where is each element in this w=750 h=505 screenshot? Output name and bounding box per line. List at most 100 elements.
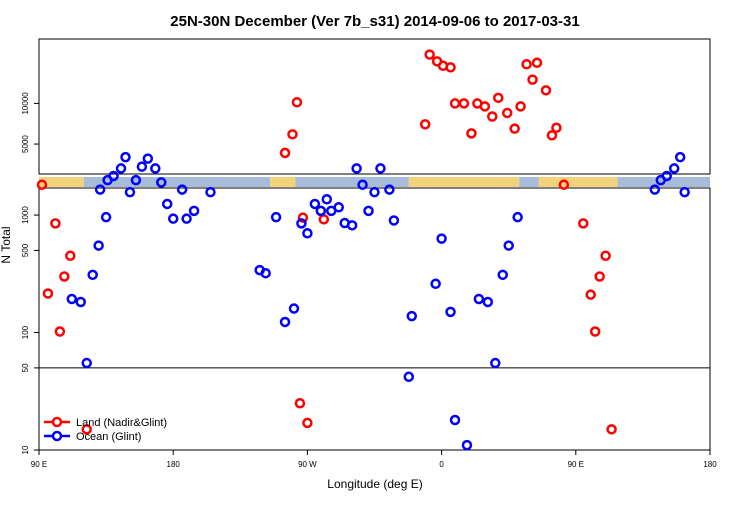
y-tick-label: 100 bbox=[21, 325, 30, 339]
ocean-point bbox=[288, 303, 300, 314]
legend: Land (Nadir&Glint) Ocean (Glint) bbox=[44, 416, 167, 443]
land-point bbox=[445, 62, 456, 73]
ocean-point bbox=[315, 205, 327, 217]
chart-title: 25N-30N December (Ver 7b_s31) 2014-09-06… bbox=[170, 13, 579, 30]
y-tick-label: 1000 bbox=[21, 206, 30, 224]
ocean-point bbox=[430, 278, 441, 290]
ocean-point bbox=[369, 186, 380, 198]
ocean-point bbox=[436, 233, 447, 244]
ocean-point bbox=[93, 240, 104, 251]
land-point bbox=[449, 98, 461, 109]
land-point bbox=[318, 214, 330, 225]
land-point bbox=[42, 288, 54, 299]
land-point bbox=[540, 85, 552, 96]
ocean-point bbox=[357, 179, 368, 190]
ocean-point bbox=[260, 267, 271, 279]
ocean-point bbox=[482, 296, 494, 308]
x-tick-label: 180 bbox=[703, 460, 717, 469]
ocean-point bbox=[346, 220, 358, 231]
ocean-point bbox=[136, 161, 148, 172]
legend-land-marker bbox=[51, 416, 63, 428]
ocean-point bbox=[490, 357, 501, 369]
ocean-point bbox=[406, 310, 418, 322]
land-point bbox=[424, 49, 435, 60]
ocean-point bbox=[679, 186, 690, 198]
land-point bbox=[578, 218, 589, 229]
ocean-point bbox=[333, 202, 344, 213]
land-point bbox=[527, 74, 538, 85]
ocean-point bbox=[150, 163, 161, 174]
ocean-point bbox=[445, 306, 456, 318]
ocean-point bbox=[115, 163, 127, 174]
x-tick-label: 90 E bbox=[31, 460, 47, 469]
x-axis: 90 E 180 90 W 0 90 E 180 bbox=[31, 450, 717, 469]
land-point bbox=[297, 212, 309, 223]
land-point bbox=[287, 129, 298, 140]
ocean-point bbox=[674, 151, 686, 163]
land-point bbox=[466, 128, 477, 139]
ocean-point bbox=[205, 186, 216, 198]
ocean-point bbox=[296, 218, 307, 229]
ocean-point bbox=[503, 240, 514, 251]
legend-item-land: Land (Nadir&Glint) bbox=[44, 416, 167, 429]
land-point bbox=[531, 57, 543, 69]
x-tick-label: 90 W bbox=[298, 460, 317, 469]
land-point bbox=[294, 398, 306, 409]
ocean-point bbox=[124, 186, 136, 198]
ocean-point bbox=[388, 215, 400, 226]
y-axis-label: N Total bbox=[0, 226, 13, 263]
ocean-point bbox=[668, 163, 680, 174]
land-point bbox=[509, 123, 520, 134]
ocean-point bbox=[120, 151, 131, 163]
ocean-point bbox=[181, 213, 192, 224]
ocean-point bbox=[449, 414, 461, 426]
ocean-point bbox=[384, 184, 395, 195]
y-tick-label: 500 bbox=[21, 243, 30, 257]
land-point bbox=[54, 326, 66, 337]
land-point bbox=[302, 417, 313, 429]
surface-segment-ocean bbox=[295, 177, 409, 187]
ocean-point bbox=[309, 198, 321, 210]
x-tick-label: 180 bbox=[167, 460, 181, 469]
ocean-point bbox=[75, 296, 87, 308]
legend-ocean-marker bbox=[51, 430, 63, 442]
x-axis-label: Longitude (deg E) bbox=[327, 477, 422, 491]
land-point bbox=[458, 98, 470, 109]
ocean-point bbox=[176, 184, 188, 195]
ocean-point bbox=[649, 184, 661, 195]
surface-segment-land bbox=[408, 177, 520, 187]
ocean-point bbox=[461, 439, 473, 451]
ocean-point bbox=[188, 205, 200, 217]
y-axis: 10000 5000 1000 500 100 50 10 bbox=[21, 92, 39, 454]
land-point bbox=[600, 250, 611, 262]
ocean-point bbox=[130, 174, 142, 186]
land-point bbox=[487, 111, 498, 122]
land-point bbox=[479, 101, 491, 112]
plot-frame-upper bbox=[38, 38, 711, 175]
ocean-point bbox=[279, 316, 291, 328]
ocean-point bbox=[302, 228, 313, 239]
land-point bbox=[551, 122, 562, 134]
ocean-point bbox=[66, 293, 78, 305]
ocean-point bbox=[161, 198, 173, 210]
legend-item-ocean: Ocean (Glint) bbox=[44, 430, 141, 443]
ocean-point bbox=[497, 269, 508, 281]
ocean-point bbox=[512, 211, 523, 223]
y-tick-label: 5000 bbox=[21, 135, 30, 153]
ocean-point bbox=[473, 293, 485, 305]
land-point bbox=[279, 147, 291, 159]
land-point bbox=[36, 179, 48, 190]
surface-segment-land bbox=[538, 177, 618, 187]
land-point bbox=[65, 250, 76, 262]
surface-segment-ocean bbox=[519, 177, 539, 187]
land-point bbox=[585, 289, 596, 300]
plot-frame-lower bbox=[38, 187, 711, 451]
ocean-point bbox=[94, 184, 106, 195]
land-point bbox=[521, 59, 532, 70]
x-tick-label: 0 bbox=[439, 460, 444, 469]
ocean-point bbox=[100, 211, 112, 223]
land-point bbox=[606, 424, 617, 435]
land-point bbox=[515, 101, 526, 112]
ocean-point bbox=[108, 170, 119, 182]
